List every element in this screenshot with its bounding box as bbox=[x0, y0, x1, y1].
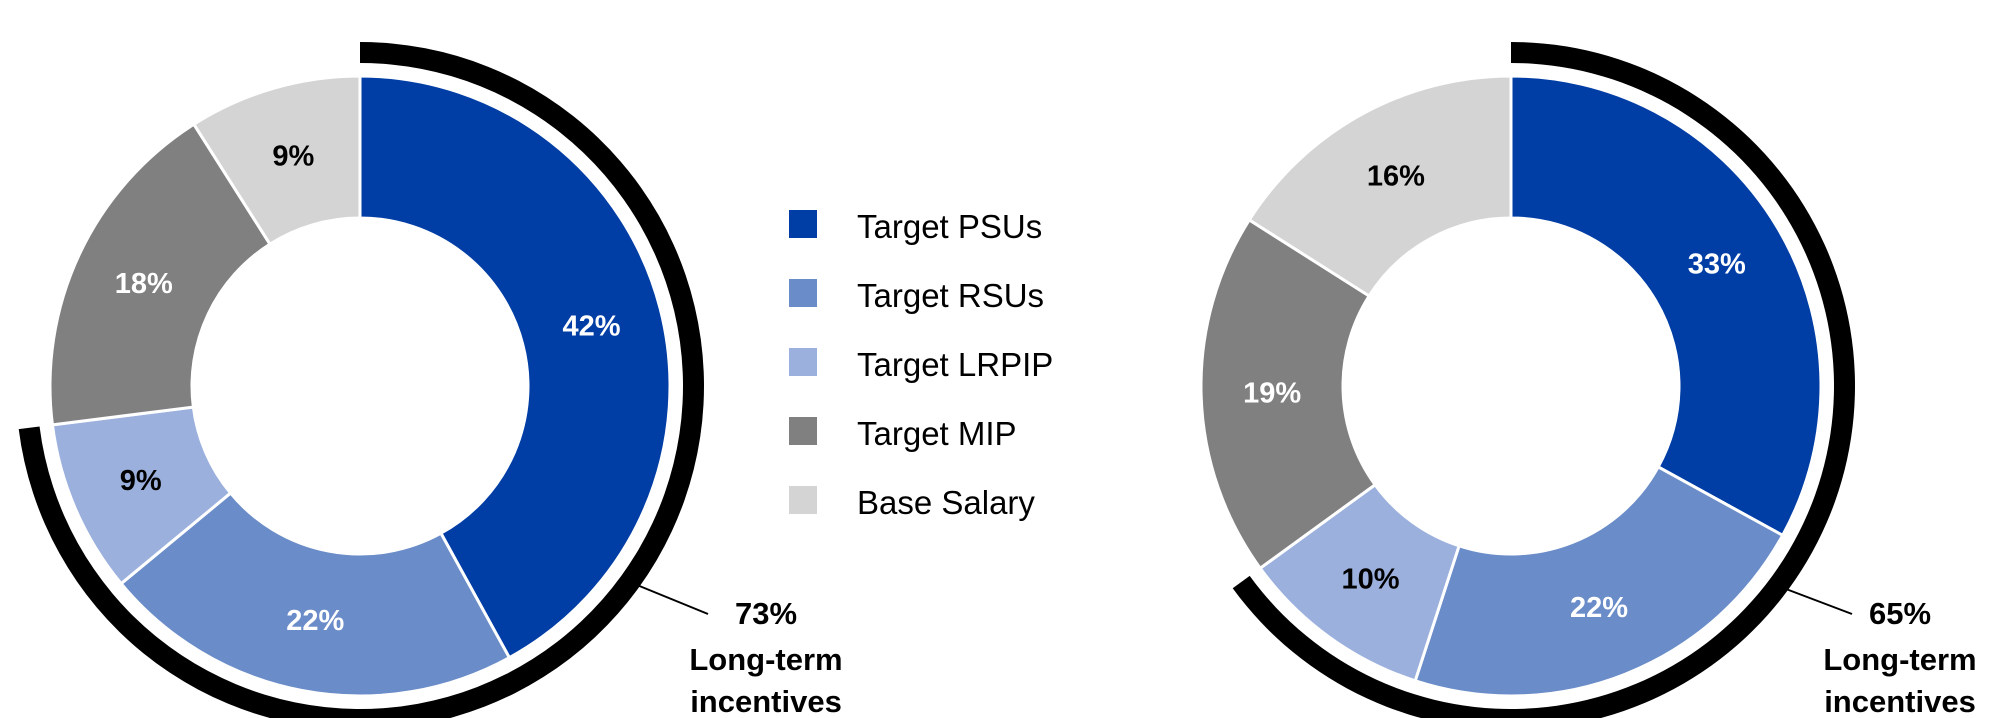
data-label-target-mip: 19% bbox=[1243, 378, 1301, 410]
slice-base-salary bbox=[191, 74, 362, 247]
callout-leader-line bbox=[1785, 588, 1853, 615]
data-label-target-psus: 33% bbox=[1688, 248, 1746, 280]
data-label-target-rsus: 22% bbox=[286, 605, 344, 637]
legend-item-target-psus: Target PSUs bbox=[789, 208, 1042, 245]
legend-item-target-lrpip: Target LRPIP bbox=[789, 346, 1053, 383]
callout-leader-line bbox=[636, 584, 709, 615]
legend-item-target-rsus: Target RSUs bbox=[789, 277, 1044, 314]
legend-swatch bbox=[789, 348, 817, 376]
slice-target-psus bbox=[358, 74, 672, 660]
legend-item-base-salary: Base Salary bbox=[789, 484, 1035, 521]
legend-label: Target PSUs bbox=[857, 208, 1042, 245]
callout-line1: Long-term bbox=[689, 642, 842, 677]
legend-item-target-mip: Target MIP bbox=[789, 415, 1017, 452]
data-label-base-salary: 9% bbox=[272, 140, 314, 172]
slice-target-mip bbox=[1199, 217, 1378, 571]
data-label-target-psus: 42% bbox=[562, 311, 620, 343]
legend-swatch bbox=[789, 486, 817, 514]
data-label-target-lrpip: 9% bbox=[120, 465, 162, 497]
donut-chart-left: 42% 22% 9% 18% 9% bbox=[18, 42, 704, 718]
callout-value: 65% bbox=[1869, 596, 1931, 631]
legend-label: Target LRPIP bbox=[857, 346, 1053, 383]
legend-label: Base Salary bbox=[857, 484, 1035, 521]
slice-base-salary bbox=[1247, 74, 1513, 299]
long-term-incentives-arc bbox=[1232, 42, 1856, 718]
slice-target-rsus bbox=[119, 490, 512, 698]
slice-target-mip bbox=[48, 122, 273, 427]
callout-left: 73% Long-term incentives bbox=[636, 584, 843, 718]
slice-target-psus bbox=[1509, 74, 1823, 538]
callout-value: 73% bbox=[735, 596, 797, 631]
legend-label: Target MIP bbox=[857, 415, 1017, 452]
donut-chart-right: 33% 22% 10% 19% 16% bbox=[1199, 42, 1856, 718]
callout-line2: incentives bbox=[1824, 684, 1976, 718]
data-label-base-salary: 16% bbox=[1367, 161, 1425, 193]
slice-target-rsus bbox=[1413, 464, 1785, 698]
callout-line1: Long-term bbox=[1823, 642, 1976, 677]
legend-label: Target RSUs bbox=[857, 277, 1044, 314]
callout-line2: incentives bbox=[690, 684, 842, 718]
legend-swatch bbox=[789, 417, 817, 445]
legend-swatch bbox=[789, 210, 817, 238]
legend-swatch bbox=[789, 279, 817, 307]
data-label-target-rsus: 22% bbox=[1570, 592, 1628, 624]
data-label-target-lrpip: 10% bbox=[1341, 563, 1399, 595]
legend: Target PSUs Target RSUs Target LRPIP Tar… bbox=[789, 208, 1053, 521]
callout-right: 65% Long-term incentives bbox=[1785, 588, 1977, 718]
data-label-target-mip: 18% bbox=[115, 268, 173, 300]
